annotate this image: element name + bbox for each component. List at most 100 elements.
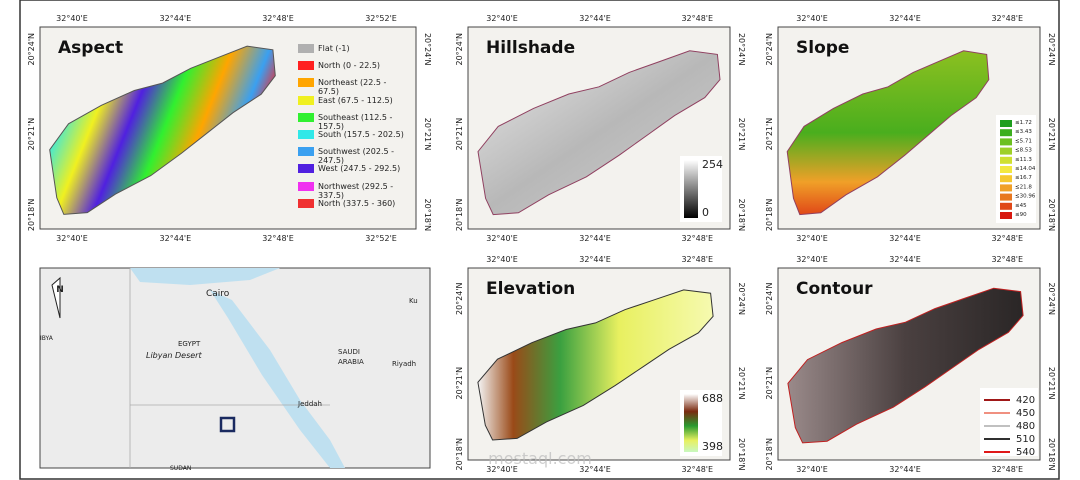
lat-label: 20°24'N — [765, 33, 774, 66]
lon-label: 32°40'E — [796, 14, 828, 23]
legend-swatch — [1000, 175, 1012, 183]
lat-label: 20°21'N — [1047, 118, 1056, 151]
legend-label: North (337.5 - 360) — [318, 198, 396, 208]
legend-swatch — [298, 147, 314, 157]
legend-label: ≤5.71 — [1015, 138, 1032, 144]
mediterranean — [130, 268, 280, 285]
lon-label: 32°48'E — [991, 255, 1023, 264]
lon-label: 32°40'E — [486, 255, 518, 264]
place-label: Ku — [409, 297, 418, 305]
legend-swatch — [298, 130, 314, 139]
study-area — [49, 45, 276, 215]
legend-label: 540 — [1016, 447, 1035, 458]
lon-label: 32°52'E — [365, 14, 397, 23]
lon-label: 32°48'E — [262, 234, 294, 243]
legend-label: ≤90 — [1015, 212, 1027, 218]
legend-item: South (157.5 - 202.5) — [298, 130, 408, 139]
colorbar-max: 254 — [702, 158, 723, 171]
legend-label: ≤11.3 — [1015, 157, 1032, 163]
legend-swatch — [1000, 193, 1012, 201]
lon-label: 32°48'E — [681, 255, 713, 264]
study-area — [787, 287, 1024, 444]
legend-label: 450 — [1016, 408, 1035, 419]
lat-label: 20°21'N — [737, 367, 746, 400]
lon-label: 32°44'E — [889, 255, 921, 264]
lat-label: 20°21'N — [765, 367, 774, 400]
legend-label: ≤8.53 — [1015, 148, 1032, 154]
lon-label: 32°40'E — [56, 234, 88, 243]
lat-label: 20°21'N — [27, 118, 36, 151]
legend-swatch — [1000, 212, 1012, 219]
lon-label: 32°40'E — [486, 465, 518, 474]
legend-swatch — [298, 44, 314, 53]
legend-swatch — [298, 95, 314, 105]
lat-label: 20°18'N — [455, 199, 464, 232]
legend-label: Southwest (202.5 - 247.5) — [318, 147, 395, 166]
place-label: Jeddah — [297, 400, 322, 408]
lat-label: 20°18'N — [1047, 199, 1056, 232]
lon-label: 32°40'E — [796, 465, 828, 474]
colorbar-min: 0 — [702, 206, 709, 219]
legend-label: East (67.5 - 112.5) — [318, 95, 393, 105]
watermark: mostaql.com — [488, 449, 592, 468]
lat-label: 20°24'N — [27, 33, 36, 66]
lon-label: 32°48'E — [681, 234, 713, 243]
lon-label: 32°44'E — [579, 14, 611, 23]
lat-label: 20°18'N — [1047, 438, 1056, 471]
lon-label: 32°44'E — [889, 234, 921, 243]
lat-label: 20°21'N — [423, 118, 432, 151]
lon-label: 32°44'E — [160, 234, 192, 243]
legend-item: Flat (-1) — [298, 44, 408, 53]
legend-swatch — [298, 78, 314, 88]
legend-label: Southeast (112.5 - 157.5) — [318, 112, 393, 131]
study-area — [477, 289, 714, 441]
red-sea — [210, 290, 345, 468]
lon-label: 32°44'E — [889, 14, 921, 23]
lon-label: 32°40'E — [486, 234, 518, 243]
legend-swatch — [1000, 202, 1012, 210]
legend-swatch — [1000, 166, 1012, 173]
lat-label: 20°18'N — [455, 438, 464, 471]
panel-title: Aspect — [58, 38, 123, 58]
panel-title: Elevation — [486, 279, 575, 299]
lon-label: 32°40'E — [486, 14, 518, 23]
border — [129, 268, 330, 468]
lon-label: 32°40'E — [56, 14, 88, 23]
legend-label: 420 — [1016, 395, 1035, 406]
place-label: SAUDI — [338, 348, 360, 356]
legend-label: West (247.5 - 292.5) — [318, 164, 401, 174]
legend-swatch — [298, 164, 314, 174]
legend-item: North (337.5 - 360) — [298, 198, 408, 208]
legend-swatch — [1000, 120, 1012, 127]
legend-label: North (0 - 22.5) — [318, 61, 381, 71]
lon-label: 32°40'E — [796, 255, 828, 264]
legend-label: ≤1.72 — [1015, 120, 1032, 126]
legend-swatch — [298, 112, 314, 122]
place-label: SUDAN — [170, 465, 191, 472]
place-label: IBYA — [40, 335, 54, 342]
legend-item: Northeast (22.5 - 67.5) — [298, 78, 408, 96]
legend-item: West (247.5 - 292.5) — [298, 164, 408, 174]
legend-swatch — [298, 198, 314, 208]
lon-label: 32°48'E — [681, 14, 713, 23]
place-label: EGYPT — [178, 340, 201, 348]
north-arrow — [51, 276, 61, 319]
study-area — [786, 50, 990, 216]
lon-label: 32°44'E — [579, 234, 611, 243]
legend-label: ≤45 — [1015, 203, 1027, 209]
north-label: N — [56, 285, 64, 295]
legend-label: Northeast (22.5 - 67.5) — [318, 78, 387, 97]
colorbar-min: 398 — [702, 440, 723, 453]
legend-label: Flat (-1) — [318, 44, 350, 53]
map-frame — [39, 267, 431, 469]
lat-label: 20°24'N — [1047, 33, 1056, 66]
place-label: Riyadh — [392, 360, 416, 368]
colorbar — [684, 394, 698, 452]
lat-label: 20°18'N — [765, 438, 774, 471]
lat-label: 20°18'N — [737, 438, 746, 471]
lon-label: 32°44'E — [160, 14, 192, 23]
lon-label: 32°44'E — [579, 255, 611, 264]
lat-label: 20°24'N — [423, 33, 432, 66]
